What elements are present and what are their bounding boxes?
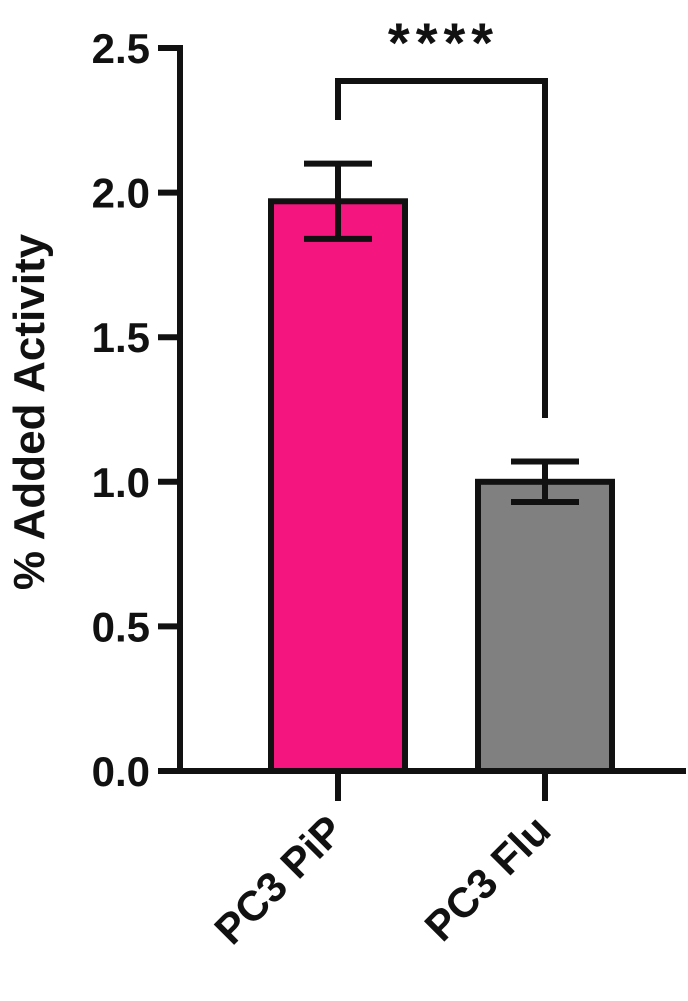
y-axis-title: % Added Activity xyxy=(5,233,54,590)
bar-pc3-flu xyxy=(475,478,615,774)
x-category-label: PC3 PiP xyxy=(205,806,352,953)
bars xyxy=(268,198,615,774)
y-tick-label: 0.0 xyxy=(92,748,150,795)
significance-bracket-line xyxy=(335,78,548,418)
significance-label: **** xyxy=(388,11,499,74)
x-axis-ticks: PC3 PiP PC3 Flu xyxy=(205,771,559,953)
x-category-label: PC3 Flu xyxy=(416,806,560,950)
y-tick-label: 2.5 xyxy=(92,25,150,72)
error-bars xyxy=(304,160,579,506)
y-axis-ticks: 0.0 0.5 1.0 1.5 2.0 2.5 xyxy=(92,25,180,795)
y-tick-label: 2.0 xyxy=(92,170,150,217)
y-tick-label: 0.5 xyxy=(92,603,150,650)
significance-bracket: **** xyxy=(335,11,548,418)
y-tick-label: 1.0 xyxy=(92,459,150,506)
bar-pc3-pip xyxy=(268,198,408,774)
y-tick-label: 1.5 xyxy=(92,314,150,361)
